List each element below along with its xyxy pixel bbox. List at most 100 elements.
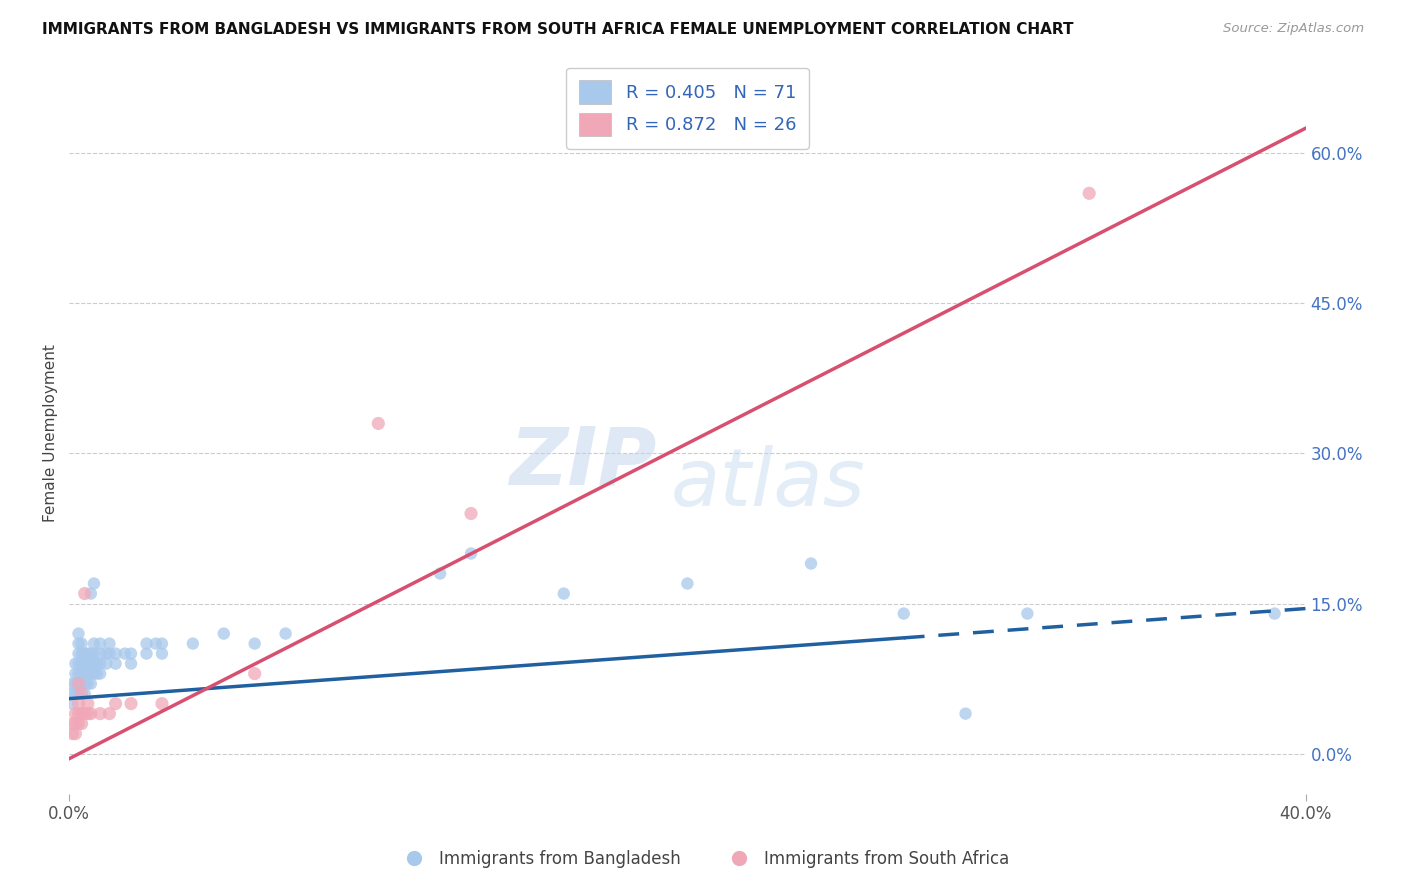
Point [65, 706, 87, 721]
Point [1264, 607, 1286, 621]
Point [274, 626, 297, 640]
Point [73, 706, 96, 721]
Point [83, 576, 105, 591]
Y-axis label: Female Unemployment: Female Unemployment [44, 344, 58, 523]
Point [67, 666, 90, 681]
Point [243, 666, 266, 681]
Point [67, 676, 90, 690]
Legend: Immigrants from Bangladesh, Immigrants from South Africa: Immigrants from Bangladesh, Immigrants f… [391, 844, 1015, 875]
Point [96, 657, 118, 671]
Point [70, 706, 93, 721]
Point [60, 687, 83, 701]
Point [80, 647, 103, 661]
Point [80, 706, 103, 721]
Point [98, 637, 121, 651]
Point [67, 676, 90, 690]
Point [65, 666, 87, 681]
Point [104, 697, 127, 711]
Point [73, 586, 96, 600]
Point [60, 676, 83, 690]
Point [104, 657, 127, 671]
Point [1017, 607, 1039, 621]
Point [76, 697, 98, 711]
Point [98, 706, 121, 721]
Point [80, 666, 103, 681]
Point [76, 647, 98, 661]
Point [80, 657, 103, 671]
Point [98, 647, 121, 661]
Point [65, 676, 87, 690]
Point [76, 666, 98, 681]
Point [67, 687, 90, 701]
Point [83, 647, 105, 661]
Point [67, 706, 90, 721]
Point [800, 557, 823, 571]
Legend: R = 0.405   N = 71, R = 0.872   N = 26: R = 0.405 N = 71, R = 0.872 N = 26 [567, 68, 808, 149]
Point [86, 657, 108, 671]
Point [89, 706, 111, 721]
Point [89, 657, 111, 671]
Point [67, 647, 90, 661]
Point [460, 507, 482, 521]
Point [60, 697, 83, 711]
Point [70, 676, 93, 690]
Point [67, 637, 90, 651]
Point [83, 637, 105, 651]
Point [243, 637, 266, 651]
Point [73, 657, 96, 671]
Point [955, 706, 977, 721]
Point [70, 647, 93, 661]
Point [181, 637, 204, 651]
Point [96, 647, 118, 661]
Point [80, 676, 103, 690]
Point [367, 417, 389, 431]
Point [65, 687, 87, 701]
Point [83, 666, 105, 681]
Point [120, 647, 142, 661]
Point [429, 566, 451, 581]
Point [150, 697, 173, 711]
Point [1078, 186, 1101, 201]
Point [70, 637, 93, 651]
Point [73, 647, 96, 661]
Point [65, 716, 87, 731]
Text: ZIP: ZIP [509, 424, 657, 501]
Point [86, 666, 108, 681]
Point [67, 626, 90, 640]
Point [67, 697, 90, 711]
Text: atlas: atlas [671, 445, 865, 523]
Point [120, 697, 142, 711]
Point [73, 687, 96, 701]
Point [89, 647, 111, 661]
Point [460, 547, 482, 561]
Point [212, 626, 235, 640]
Point [135, 637, 157, 651]
Point [676, 576, 699, 591]
Point [76, 676, 98, 690]
Point [70, 687, 93, 701]
Point [60, 726, 83, 740]
Point [145, 637, 167, 651]
Point [150, 647, 173, 661]
Point [114, 647, 136, 661]
Point [76, 657, 98, 671]
Point [135, 647, 157, 661]
Point [65, 657, 87, 671]
Point [70, 666, 93, 681]
Point [73, 666, 96, 681]
Point [89, 666, 111, 681]
Point [70, 657, 93, 671]
Point [70, 716, 93, 731]
Point [65, 726, 87, 740]
Point [76, 706, 98, 721]
Text: Source: ZipAtlas.com: Source: ZipAtlas.com [1223, 22, 1364, 36]
Point [73, 676, 96, 690]
Point [80, 586, 103, 600]
Point [104, 647, 127, 661]
Point [89, 637, 111, 651]
Point [150, 637, 173, 651]
Point [67, 657, 90, 671]
Point [67, 716, 90, 731]
Point [120, 657, 142, 671]
Point [553, 586, 575, 600]
